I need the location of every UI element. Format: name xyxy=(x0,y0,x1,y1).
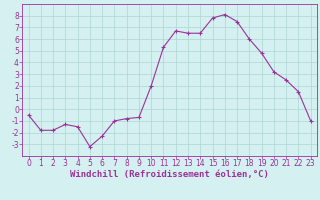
X-axis label: Windchill (Refroidissement éolien,°C): Windchill (Refroidissement éolien,°C) xyxy=(70,170,269,179)
